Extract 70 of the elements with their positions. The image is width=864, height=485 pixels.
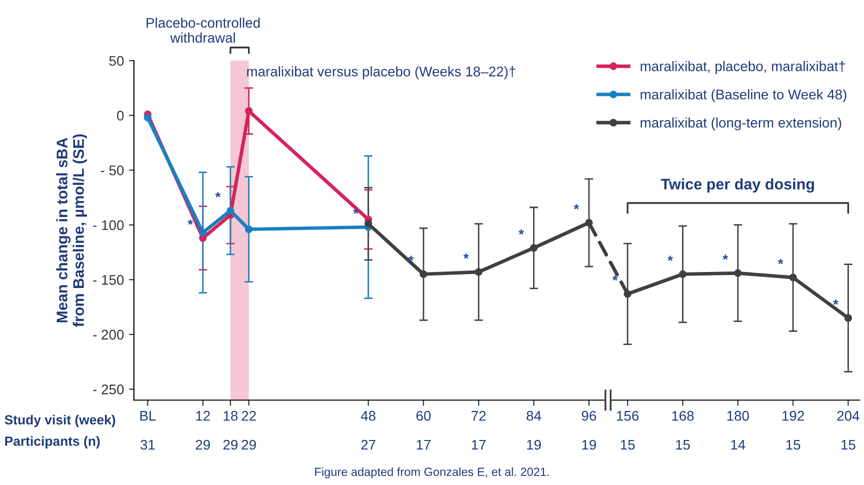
x-tick-label: 180 xyxy=(727,410,749,421)
y-tick-label: - 250 xyxy=(93,384,124,394)
point xyxy=(474,268,482,276)
x-tick-label: 48 xyxy=(360,410,376,421)
text: 19 xyxy=(582,440,596,450)
annotation: maralixibat versus placebo (Weeks 18–22)† xyxy=(247,66,516,80)
point xyxy=(530,244,538,252)
point xyxy=(245,107,253,115)
text: 29 xyxy=(223,440,238,450)
x-tick-label: BL xyxy=(140,411,156,421)
point xyxy=(420,270,428,278)
text: Placebo-controlled withdrawal xyxy=(146,18,260,43)
point xyxy=(364,220,372,228)
text: Figure adapted from Gonzales E, et al. 2021. xyxy=(315,467,549,478)
annotation: * xyxy=(833,300,838,305)
annotation: * xyxy=(778,259,784,264)
legend-label: maralixibat, placebo, maralixibat† xyxy=(640,61,845,74)
annotation: * xyxy=(668,256,673,261)
text: 14 xyxy=(731,440,746,450)
point xyxy=(678,270,687,278)
y-tick-label: - 50 xyxy=(100,165,124,176)
annotation: Twice per day dosing xyxy=(660,178,814,193)
annotation: * xyxy=(612,275,618,281)
text: 27 xyxy=(361,440,376,450)
text: Study visit (week) xyxy=(4,414,116,428)
text: 17 xyxy=(416,440,431,450)
text: 15 xyxy=(676,440,690,450)
text: Participants (n) xyxy=(5,436,100,448)
y-tick-label: - 100 xyxy=(93,220,124,230)
y-tick-label: 50 xyxy=(109,56,124,66)
text: 29 xyxy=(242,440,256,450)
point xyxy=(226,206,234,214)
annotation: * xyxy=(722,254,728,260)
annotation: * xyxy=(215,192,221,198)
x-tick-label: 192 xyxy=(782,410,804,421)
x-tick-label: 18 xyxy=(224,410,238,421)
point xyxy=(199,228,207,236)
text: 15 xyxy=(620,440,635,450)
point xyxy=(245,225,253,234)
x-tick-label: 60 xyxy=(416,410,431,421)
y-tick-label: - 200 xyxy=(93,330,124,340)
text: 15 xyxy=(842,440,856,450)
y-tick-label: 0 xyxy=(117,110,124,121)
point xyxy=(734,269,742,277)
x-tick-label: 12 xyxy=(196,410,210,421)
annotation: * xyxy=(574,204,580,210)
annotation: * xyxy=(463,254,469,259)
annotation: * xyxy=(353,208,359,214)
x-tick-label: 96 xyxy=(582,410,596,421)
x-tick-label: 72 xyxy=(472,410,486,421)
point xyxy=(789,274,797,282)
x-tick-label: 84 xyxy=(526,410,542,421)
text: 15 xyxy=(786,440,800,450)
legend-label: maralixibat (long-term extension) xyxy=(640,117,842,130)
point xyxy=(844,314,852,322)
text: 31 xyxy=(140,440,155,450)
text: 17 xyxy=(472,440,486,450)
annotation: * xyxy=(518,229,524,235)
point xyxy=(144,114,152,122)
x-tick-label: 22 xyxy=(242,410,256,421)
annotation: * xyxy=(408,256,414,261)
legend-label: maralixibat (Baseline to Week 48) xyxy=(640,89,846,102)
y-tick-label: - 150 xyxy=(93,274,124,285)
text: 19 xyxy=(527,440,541,450)
annotation: * xyxy=(188,220,194,225)
y-axis-title: Mean change in total sBA from Baseline, µmol/L (SE) xyxy=(56,134,87,327)
text: 29 xyxy=(196,440,210,450)
x-tick-label: 204 xyxy=(837,410,860,421)
x-tick-label: 156 xyxy=(617,410,639,421)
x-tick-label: 168 xyxy=(672,410,694,421)
